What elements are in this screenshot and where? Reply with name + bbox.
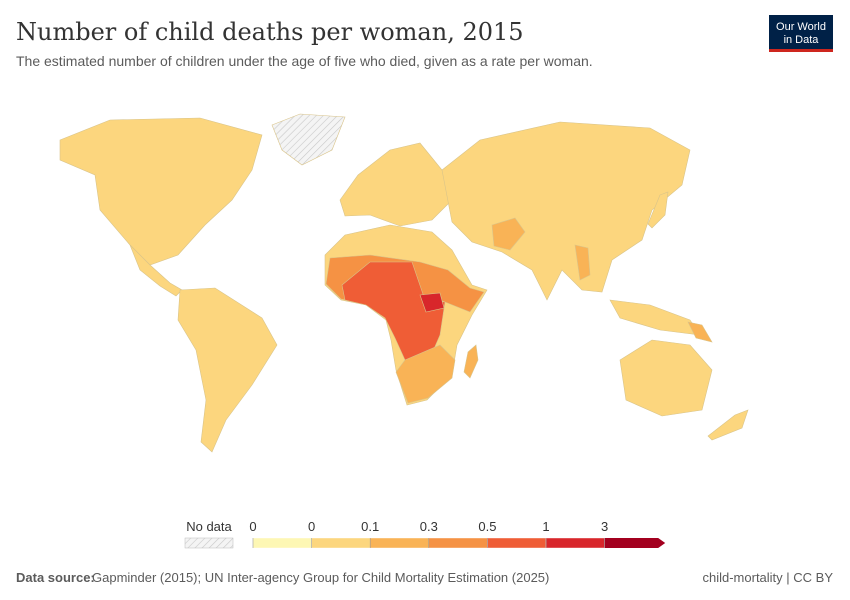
madagascar bbox=[463, 344, 479, 379]
logo-underline bbox=[769, 49, 833, 52]
legend-bin bbox=[487, 537, 547, 549]
legend-tick-label: 1 bbox=[542, 519, 549, 534]
legend-bin bbox=[428, 537, 488, 549]
legend-bin bbox=[370, 537, 430, 549]
source: Gapminder (2015); UN Inter-agency Group … bbox=[92, 570, 549, 585]
map bbox=[59, 113, 749, 453]
legend-tick-label: 0 bbox=[249, 519, 256, 534]
logo: Our World in Data bbox=[769, 15, 833, 52]
source-label: Data source: bbox=[16, 570, 95, 585]
central-america bbox=[129, 244, 183, 297]
title: Number of child deaths per woman, 2015 bbox=[16, 18, 524, 46]
south-america bbox=[177, 287, 278, 453]
north-america bbox=[59, 117, 263, 266]
south-sudan bbox=[419, 292, 445, 313]
no-data-swatch bbox=[184, 537, 234, 549]
legend-tick-label: 0.5 bbox=[478, 519, 496, 534]
license: child-mortality | CC BY bbox=[702, 570, 833, 585]
legend-tick-label: 0.1 bbox=[361, 519, 379, 534]
logo-box bbox=[769, 15, 833, 50]
asia bbox=[441, 121, 691, 301]
legend-bin bbox=[604, 538, 666, 548]
legend-tick-label: 0.3 bbox=[420, 519, 438, 534]
japan bbox=[647, 191, 669, 229]
no-data-label: No data bbox=[186, 519, 232, 534]
greenland bbox=[271, 113, 346, 166]
legend-bin bbox=[311, 537, 371, 549]
papua bbox=[687, 321, 713, 343]
new-zealand bbox=[707, 409, 749, 441]
southeast-asia bbox=[609, 299, 701, 336]
legend: No data 0 0 0.1 0.3 0.5 1 3 bbox=[184, 519, 666, 549]
australia bbox=[619, 339, 713, 417]
subtitle: The estimated number of children under t… bbox=[16, 53, 593, 69]
legend-bin bbox=[545, 537, 605, 549]
myanmar bbox=[574, 244, 591, 281]
legend-tick-label: 0 bbox=[308, 519, 315, 534]
europe bbox=[339, 142, 453, 227]
logo-text: Our World bbox=[776, 21, 826, 33]
logo-text: in Data bbox=[784, 34, 820, 46]
southern-africa bbox=[395, 344, 456, 404]
legend-tick-label: 3 bbox=[601, 519, 608, 534]
legend-bin bbox=[252, 537, 312, 549]
afghanistan bbox=[491, 217, 526, 251]
